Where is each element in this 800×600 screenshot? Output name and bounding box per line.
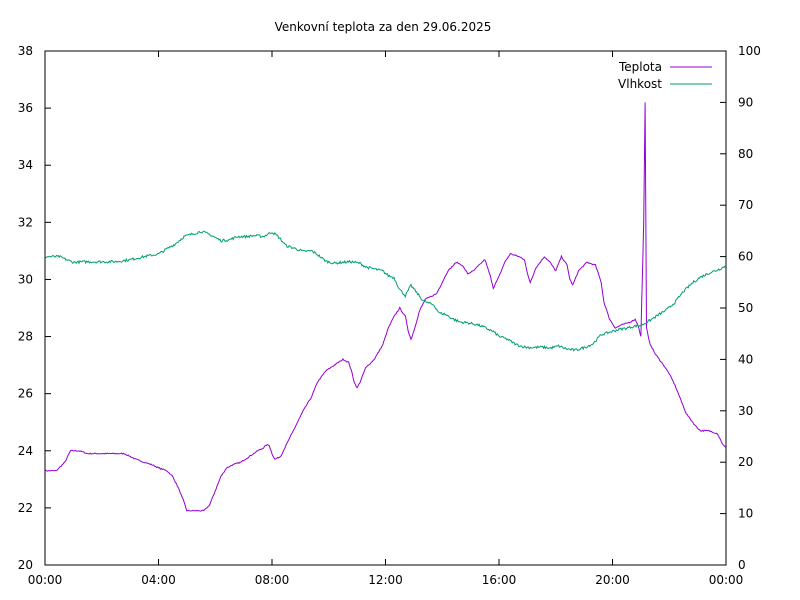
tick-labels: 00:00 04:00 08:00 12:00 16:00 20:00 00:0020222…	[18, 44, 761, 587]
series-layer	[44, 102, 727, 512]
y-left-tick-label: 38	[18, 44, 33, 58]
legend-label-teplota: Teplota	[618, 60, 662, 74]
x-tick-label: 00:00	[709, 573, 744, 587]
x-tick-label: 20:00	[595, 573, 630, 587]
x-tick-label: 04:00	[141, 573, 176, 587]
y-right-tick-label: 0	[738, 558, 746, 572]
x-tick-label: 12:00	[368, 573, 403, 587]
y-left-tick-label: 30	[18, 272, 33, 286]
y-right-tick-label: 20	[738, 455, 753, 469]
y-right-tick-label: 60	[738, 250, 753, 264]
y-right-tick-label: 40	[738, 352, 753, 366]
y-left-tick-label: 34	[18, 158, 33, 172]
y-right-tick-label: 100	[738, 44, 761, 58]
series-line-vlhkost	[44, 230, 727, 352]
y-left-tick-label: 22	[18, 501, 33, 515]
y-right-tick-label: 30	[738, 404, 753, 418]
tick-marks	[44, 50, 727, 566]
legend: Teplota Vlhkost	[618, 60, 712, 91]
y-right-tick-label: 70	[738, 198, 753, 212]
y-right-tick-label: 90	[738, 95, 753, 109]
chart-title: Venkovní teplota za den 29.06.2025	[275, 20, 492, 34]
y-left-tick-label: 28	[18, 330, 33, 344]
legend-label-vlhkost: Vlhkost	[618, 77, 662, 91]
y-left-tick-label: 36	[18, 101, 33, 115]
y-right-tick-label: 50	[738, 301, 753, 315]
y-left-tick-label: 32	[18, 215, 33, 229]
y-left-tick-label: 20	[18, 558, 33, 572]
series-line-teplota	[44, 102, 727, 512]
x-tick-label: 08:00	[255, 573, 290, 587]
y-left-tick-label: 26	[18, 387, 33, 401]
y-left-tick-label: 24	[18, 444, 33, 458]
y-right-tick-label: 80	[738, 147, 753, 161]
x-tick-label: 16:00	[482, 573, 517, 587]
x-tick-label: 00:00	[28, 573, 63, 587]
y-right-tick-label: 10	[738, 507, 753, 521]
